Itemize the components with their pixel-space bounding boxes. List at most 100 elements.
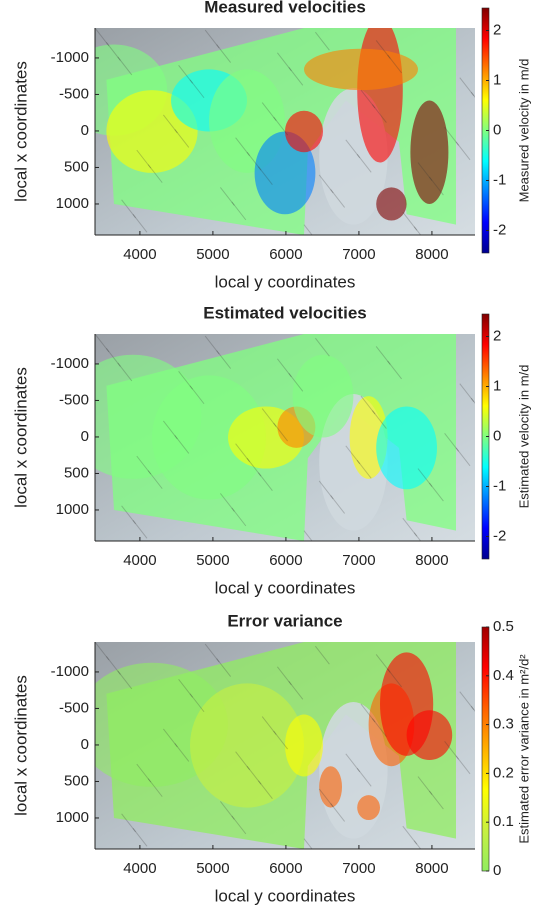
ridge: [372, 410, 387, 429]
ridge: [163, 420, 178, 440]
ridge: [345, 753, 361, 773]
ridge: [356, 459, 372, 479]
ridge: [470, 91, 475, 98]
ridge: [117, 362, 133, 382]
map-patch: [406, 710, 453, 760]
colorbar-tick-label: 0.1: [493, 813, 514, 830]
ridge: [470, 397, 475, 404]
ridge: [132, 213, 148, 233]
ridge: [216, 44, 231, 63]
ridge: [429, 790, 444, 810]
ridge: [288, 373, 304, 392]
ridge: [174, 435, 190, 454]
chart-title: Measured velocities: [204, 0, 366, 16]
map-patch: [152, 375, 266, 500]
ridge: [204, 643, 220, 663]
y-tick-label: 1000: [56, 195, 89, 212]
ridge: [117, 56, 133, 76]
ridge: [444, 127, 459, 146]
ridge: [273, 116, 288, 136]
ridge: [375, 346, 391, 365]
x-axis-label: local y coordinates: [215, 272, 356, 291]
ridge: [174, 129, 190, 148]
x-tick-label: 6000: [269, 860, 302, 877]
ridge: [459, 77, 475, 96]
ridge: [178, 64, 193, 84]
ridge: [163, 728, 178, 748]
colorbar-tick-label: 0.5: [493, 618, 514, 635]
y-tick-label: 0: [81, 122, 89, 139]
ridge: [220, 493, 235, 512]
ridge: [258, 780, 273, 799]
ridge: [95, 334, 110, 353]
ridge: [136, 455, 152, 475]
x-tick-label: 8000: [415, 860, 448, 877]
ridge: [235, 751, 250, 771]
ridge: [258, 166, 273, 185]
map-patch: [190, 683, 304, 808]
ridge: [413, 532, 422, 541]
ridge: [174, 743, 190, 762]
ridge: [360, 89, 376, 109]
ridge: [132, 827, 148, 847]
ridge: [360, 703, 376, 723]
ridge: [136, 763, 152, 783]
ridge: [147, 470, 163, 489]
y-axis-label: local x coordinates: [11, 61, 30, 202]
map-patch: [292, 354, 354, 438]
map-patch: [254, 131, 316, 215]
y-tick-label: 500: [64, 464, 89, 481]
ridge: [121, 813, 136, 833]
ridge: [372, 104, 387, 123]
ridge: [375, 654, 391, 673]
ridge: [459, 383, 475, 402]
x-tick-label: 4000: [123, 860, 156, 877]
colorbar-tick-label: 0: [493, 121, 501, 138]
ridge: [189, 693, 205, 713]
map-image: [95, 28, 475, 235]
ridge: [106, 656, 121, 675]
colorbar-tick-label: 1: [493, 71, 501, 88]
y-tick-label: 0: [81, 736, 89, 753]
ridge: [444, 741, 459, 760]
colorbar-tick-label: 0.3: [493, 716, 514, 733]
ridge: [261, 408, 277, 427]
map-patch: [319, 766, 342, 808]
ridge: [231, 201, 247, 221]
ridge: [330, 495, 345, 514]
map-image: [95, 642, 475, 849]
ridge: [178, 370, 193, 390]
ridge: [417, 162, 433, 181]
colorbar: [481, 626, 490, 872]
ridge: [117, 670, 133, 690]
ridge: [246, 765, 262, 785]
ridge: [163, 114, 178, 134]
y-tick-label: 500: [64, 158, 89, 175]
ridge: [258, 472, 273, 491]
colorbar-tick-label: -1: [493, 171, 506, 188]
ridge: [455, 447, 471, 467]
ridge: [375, 40, 391, 59]
y-axis-label: local x coordinates: [11, 367, 30, 508]
ridge: [330, 189, 345, 208]
ridge: [303, 530, 313, 541]
ridge: [216, 350, 231, 369]
ridge: [318, 788, 334, 808]
ridge: [315, 645, 330, 665]
ridge: [387, 668, 402, 688]
ridge: [413, 226, 422, 235]
ridge: [277, 52, 292, 72]
x-tick-label: 5000: [196, 860, 229, 877]
map-patch: [357, 28, 403, 163]
colorbar-label: Estimated error variance in m²/d²: [516, 654, 531, 844]
colorbar-tick-label: 0.4: [493, 667, 514, 684]
ridge: [387, 360, 402, 380]
x-tick-label: 6000: [269, 246, 302, 263]
ridge: [360, 395, 376, 415]
ridge: [402, 825, 418, 845]
chart-title: Estimated velocities: [203, 303, 366, 322]
colorbar-tick-label: 0: [493, 862, 501, 879]
ridge: [356, 153, 372, 173]
ridge: [277, 358, 292, 378]
